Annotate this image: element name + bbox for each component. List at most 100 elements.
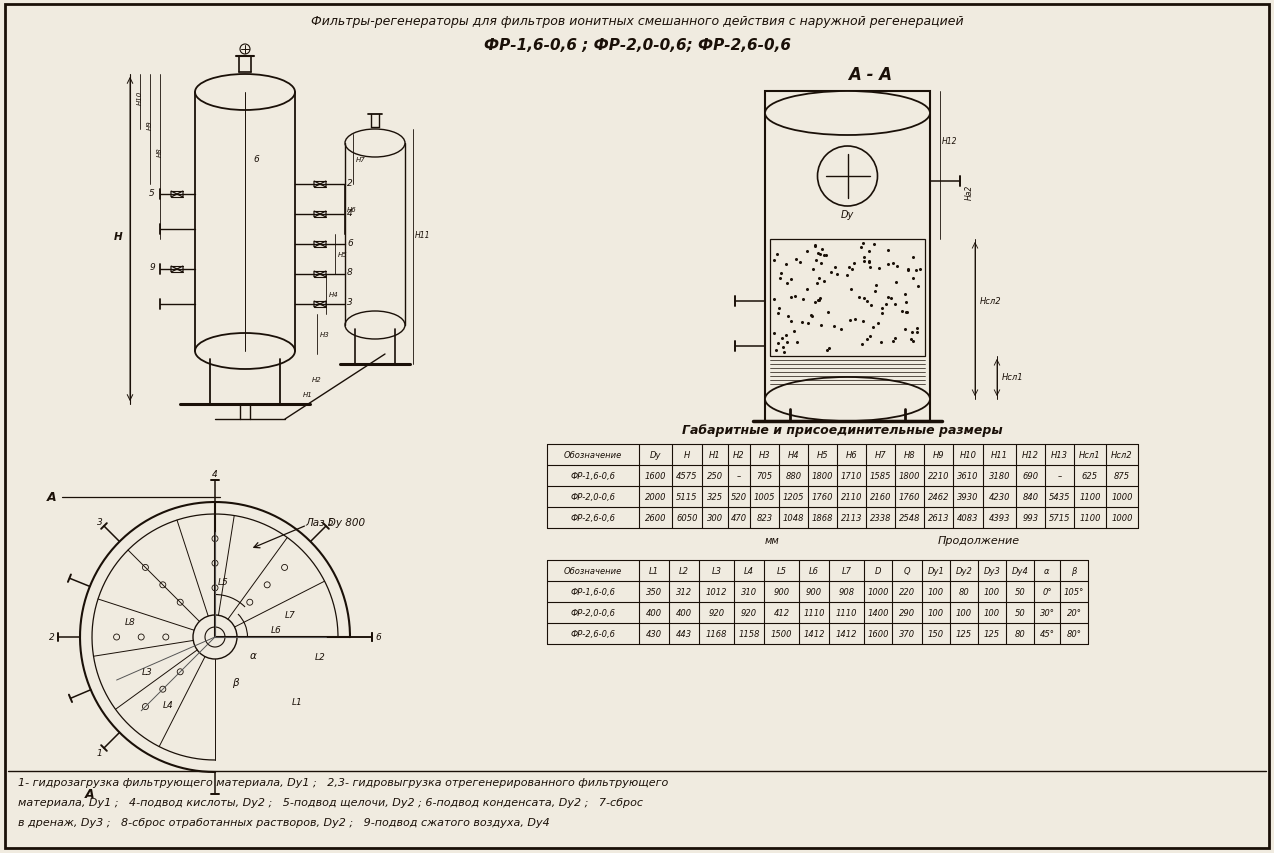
Text: 470: 470	[731, 514, 747, 522]
Text: 220: 220	[899, 588, 915, 596]
Text: 400: 400	[676, 608, 692, 618]
Text: L5: L5	[776, 566, 786, 575]
Polygon shape	[313, 212, 320, 218]
Text: 3180: 3180	[989, 472, 1010, 480]
Text: α: α	[250, 650, 256, 660]
Text: Dy2: Dy2	[956, 566, 972, 575]
Polygon shape	[177, 192, 183, 198]
Text: 1012: 1012	[706, 588, 727, 596]
Text: 2548: 2548	[898, 514, 920, 522]
Text: H: H	[684, 450, 691, 460]
Text: 900: 900	[806, 588, 822, 596]
Text: H7: H7	[355, 157, 366, 163]
Text: 290: 290	[899, 608, 915, 618]
Text: Продолжение: Продолжение	[938, 536, 1019, 545]
Text: ФР-2,0-0,6: ФР-2,0-0,6	[571, 608, 615, 618]
Text: 1600: 1600	[868, 630, 889, 638]
Polygon shape	[171, 267, 177, 273]
Text: H1: H1	[303, 392, 313, 397]
Text: 412: 412	[773, 608, 790, 618]
Text: 823: 823	[757, 514, 772, 522]
Text: 1205: 1205	[782, 492, 804, 502]
Text: 100: 100	[984, 588, 1000, 596]
Text: 100: 100	[927, 608, 944, 618]
Text: 1110: 1110	[803, 608, 824, 618]
Text: ФР-2,0-0,6: ФР-2,0-0,6	[571, 492, 615, 502]
Text: 45°: 45°	[1040, 630, 1055, 638]
Text: 2000: 2000	[645, 492, 666, 502]
Text: H6: H6	[846, 450, 857, 460]
Bar	[764, 92, 930, 421]
Text: Hсл1: Hсл1	[1079, 450, 1101, 460]
Text: 310: 310	[741, 588, 757, 596]
Text: L7: L7	[284, 611, 296, 620]
Circle shape	[163, 635, 168, 641]
Ellipse shape	[764, 92, 930, 136]
Text: L1: L1	[292, 698, 302, 706]
Text: 875: 875	[1113, 472, 1130, 480]
Text: 920: 920	[741, 608, 757, 618]
Text: 4393: 4393	[989, 514, 1010, 522]
Text: H8: H8	[903, 450, 915, 460]
Text: 5435: 5435	[1049, 492, 1070, 502]
Text: 1- гидрозагрузка фильтрующего материала, Dy1 ;   2,3- гидровыгрузка отрегенериро: 1- гидрозагрузка фильтрующего материала,…	[18, 777, 669, 787]
Polygon shape	[320, 272, 326, 278]
Text: 8: 8	[347, 268, 353, 277]
Text: 125: 125	[956, 630, 972, 638]
Text: 6: 6	[375, 633, 381, 641]
Text: 350: 350	[646, 588, 662, 596]
Text: Лаз Dy 800: Лаз Dy 800	[304, 518, 366, 527]
Circle shape	[211, 560, 218, 566]
Ellipse shape	[764, 378, 930, 421]
Text: H7: H7	[875, 450, 887, 460]
Text: 1110: 1110	[836, 608, 857, 618]
Polygon shape	[320, 302, 326, 308]
Text: 80°: 80°	[1066, 630, 1082, 638]
Text: 9: 9	[149, 264, 155, 272]
Text: 1412: 1412	[803, 630, 824, 638]
Text: 4230: 4230	[989, 492, 1010, 502]
Text: 100: 100	[927, 588, 944, 596]
Text: H6: H6	[347, 206, 357, 212]
Text: L2: L2	[315, 653, 325, 662]
Text: 2113: 2113	[841, 514, 862, 522]
Text: Dy1: Dy1	[927, 566, 944, 575]
Text: 6: 6	[347, 238, 353, 247]
Polygon shape	[171, 192, 177, 198]
Text: H5: H5	[817, 450, 828, 460]
Circle shape	[818, 147, 878, 206]
Text: H8: H8	[157, 148, 163, 157]
Text: 1048: 1048	[782, 514, 804, 522]
Text: β: β	[232, 677, 238, 688]
Text: Обозначение: Обозначение	[564, 566, 622, 575]
Text: H11: H11	[415, 230, 431, 239]
Text: Габаритные и присоединительные размеры: Габаритные и присоединительные размеры	[682, 424, 1003, 437]
Text: L4: L4	[163, 700, 173, 710]
Circle shape	[247, 600, 252, 606]
Text: –: –	[1057, 472, 1061, 480]
Text: H2: H2	[312, 376, 322, 382]
Circle shape	[264, 582, 270, 588]
Text: A: A	[47, 491, 57, 504]
Text: A: A	[85, 787, 94, 801]
Text: Dy: Dy	[650, 450, 661, 460]
Text: H3: H3	[759, 450, 771, 460]
Text: L8: L8	[125, 618, 135, 627]
Text: 312: 312	[676, 588, 692, 596]
Text: 1412: 1412	[836, 630, 857, 638]
Text: Q: Q	[903, 566, 911, 575]
Text: 880: 880	[786, 472, 801, 480]
Text: 5: 5	[327, 518, 333, 526]
Circle shape	[113, 635, 120, 641]
Text: 6050: 6050	[676, 514, 698, 522]
Text: Обозначение: Обозначение	[564, 450, 622, 460]
Circle shape	[143, 565, 148, 571]
Text: 920: 920	[708, 608, 725, 618]
Text: 1100: 1100	[1079, 492, 1101, 502]
Text: β: β	[1071, 566, 1077, 575]
Polygon shape	[313, 241, 320, 247]
Circle shape	[205, 627, 225, 647]
Text: 1000: 1000	[868, 588, 889, 596]
Text: Hсл2: Hсл2	[1111, 450, 1133, 460]
Text: 1500: 1500	[771, 630, 792, 638]
